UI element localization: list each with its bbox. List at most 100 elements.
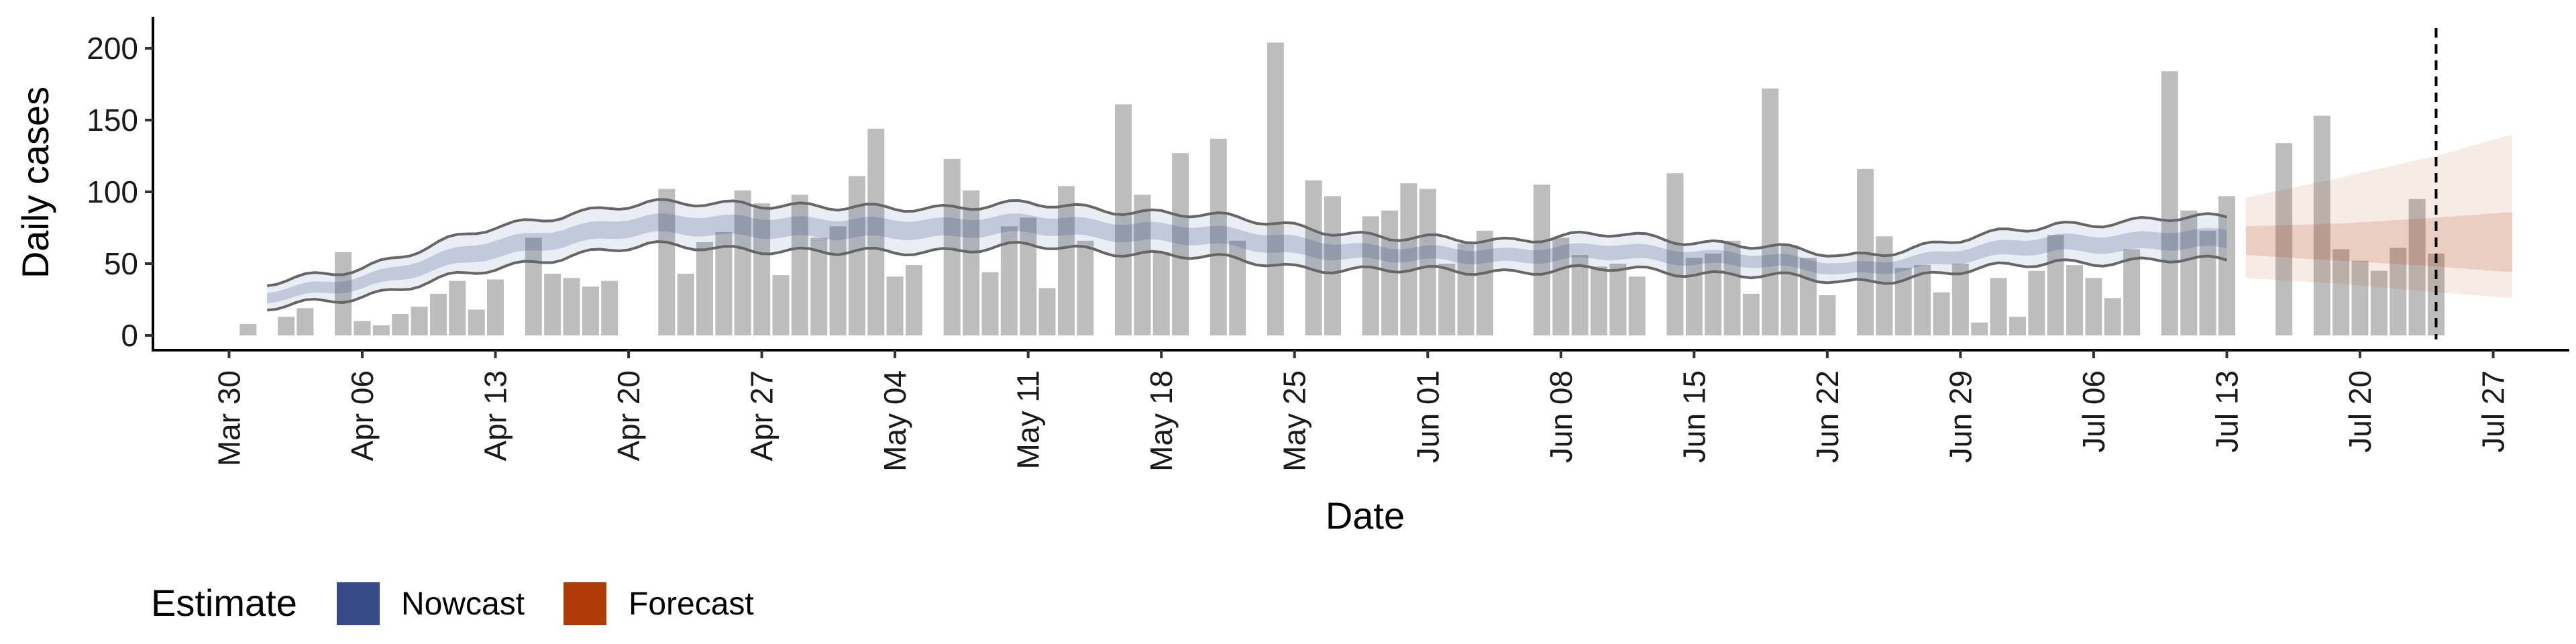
bar — [1057, 186, 1075, 335]
bar — [753, 203, 771, 335]
bar — [2332, 249, 2350, 335]
bar — [867, 128, 885, 336]
x-tick-label: Jun 29 — [1943, 370, 1978, 463]
legend: Estimate Nowcast Forecast — [151, 582, 754, 625]
bar — [2218, 196, 2235, 335]
bar — [2351, 260, 2369, 335]
bar — [2370, 270, 2387, 335]
bar — [1723, 240, 1741, 335]
bar — [278, 317, 295, 335]
bar — [2123, 249, 2141, 335]
bar — [810, 237, 828, 335]
forecast-band-90 — [2245, 134, 2512, 299]
bar — [372, 325, 390, 335]
bar — [411, 307, 428, 335]
bar — [1020, 217, 1037, 335]
bar — [1038, 288, 1056, 335]
bar — [487, 279, 504, 335]
nowcast-layer — [266, 198, 2228, 312]
bar — [2408, 199, 2426, 335]
bar — [791, 195, 808, 335]
bar — [1666, 173, 1684, 335]
bar — [2199, 230, 2216, 335]
y-axis-ticks: 0 50 100 150 200 — [87, 31, 153, 353]
x-tick-label: Apr 27 — [745, 370, 780, 462]
bar — [1134, 195, 1151, 335]
bar — [963, 190, 980, 335]
bar — [943, 158, 961, 336]
y-tick-label: 150 — [87, 103, 138, 138]
bar — [1324, 196, 1341, 335]
bar — [981, 272, 999, 335]
bar — [1591, 266, 1607, 335]
y-tick-label: 200 — [87, 31, 138, 66]
x-tick-label: Apr 13 — [478, 370, 513, 462]
nowcast-band-90 — [267, 199, 2227, 311]
bar — [1457, 244, 1474, 335]
bar — [430, 293, 447, 335]
bar — [1172, 153, 1189, 335]
y-tick-label: 0 — [121, 318, 138, 353]
legend-title: Estimate — [151, 582, 297, 624]
bar — [2180, 210, 2198, 335]
x-tick-label: Jul 20 — [2343, 370, 2377, 453]
bar — [696, 241, 713, 335]
bar — [2275, 143, 2293, 335]
bar — [525, 237, 542, 335]
forecast-layer — [2245, 134, 2512, 299]
bar — [906, 265, 922, 335]
bar — [848, 176, 865, 335]
bar — [1571, 255, 1589, 335]
bar — [1210, 138, 1227, 336]
bar — [601, 280, 619, 335]
bar — [1971, 322, 1988, 335]
bar — [677, 274, 694, 335]
bar — [1400, 183, 1417, 335]
forecast-band-50 — [2245, 212, 2512, 272]
bar — [582, 286, 599, 335]
bar — [1705, 254, 1722, 335]
bar — [1819, 295, 1836, 335]
bar — [715, 231, 733, 335]
bar — [1534, 184, 1550, 335]
bar — [1152, 252, 1170, 335]
bar — [1476, 230, 1493, 335]
x-tick-label: Jul 13 — [2210, 370, 2245, 453]
bar — [297, 308, 314, 335]
bar — [1115, 104, 1132, 335]
y-tick-label: 100 — [87, 174, 138, 209]
x-tick-label: Jul 27 — [2476, 370, 2511, 453]
bar — [1800, 258, 1817, 335]
bar — [239, 323, 257, 335]
bar — [1762, 88, 1779, 335]
bar — [2161, 71, 2178, 335]
bar — [1077, 240, 1094, 335]
x-tick-label: May 11 — [1011, 370, 1046, 469]
bar — [1609, 264, 1627, 335]
bar — [829, 226, 847, 335]
nowcast-band-50 — [267, 213, 2227, 304]
x-tick-label: Apr 06 — [345, 370, 380, 462]
bar — [2009, 317, 2026, 335]
bar — [335, 252, 352, 335]
x-tick-label: May 04 — [877, 370, 912, 472]
x-tick-label: May 25 — [1277, 370, 1312, 472]
y-axis-title: Daily cases — [14, 87, 56, 278]
bar — [734, 190, 751, 335]
bar — [1438, 264, 1456, 335]
bar — [1685, 258, 1703, 335]
bar — [886, 276, 904, 335]
bar — [1742, 293, 1760, 335]
x-axis-title: Date — [1326, 494, 1405, 537]
bar — [772, 275, 790, 335]
bar — [1933, 292, 1950, 335]
bar — [1990, 278, 2007, 335]
axes-layer — [152, 17, 2569, 352]
x-tick-label: Jun 01 — [1410, 370, 1445, 463]
bar — [658, 189, 676, 335]
bar — [2085, 278, 2102, 335]
x-tick-label: Jun 08 — [1544, 370, 1578, 463]
legend-swatch-nowcast — [337, 582, 380, 625]
bar — [1628, 276, 1646, 335]
